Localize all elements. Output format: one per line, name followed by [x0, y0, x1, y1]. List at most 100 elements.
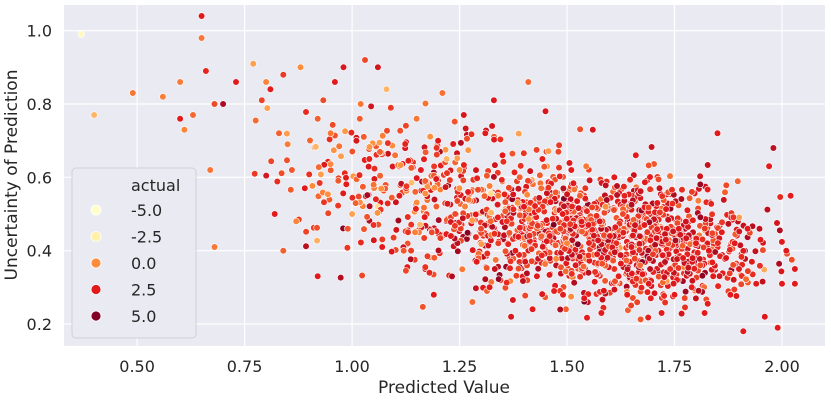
data-point — [348, 147, 356, 156]
data-point — [562, 267, 570, 276]
data-point — [546, 232, 554, 240]
data-point — [443, 155, 451, 163]
data-point — [421, 189, 429, 198]
data-point — [266, 85, 275, 93]
data-point — [532, 146, 541, 154]
data-point — [620, 183, 628, 191]
data-point — [726, 246, 734, 254]
data-point — [367, 102, 375, 110]
data-point — [704, 300, 712, 308]
data-point — [778, 280, 786, 288]
data-point — [490, 230, 499, 238]
data-point — [657, 309, 666, 317]
data-point — [568, 270, 576, 278]
data-point — [313, 224, 321, 232]
data-point — [425, 269, 434, 277]
legend-label: 0.0 — [131, 254, 156, 273]
data-point — [232, 78, 240, 86]
data-point — [585, 239, 593, 247]
data-point — [306, 136, 314, 145]
data-point — [317, 170, 325, 178]
data-point — [578, 228, 586, 236]
data-point — [524, 78, 532, 86]
data-point — [487, 217, 495, 225]
data-point — [462, 124, 470, 133]
data-point — [777, 267, 786, 276]
data-point — [507, 313, 515, 321]
data-point — [714, 282, 722, 290]
data-point — [524, 177, 532, 185]
data-point — [413, 115, 421, 123]
data-point — [569, 179, 578, 187]
data-point — [636, 261, 644, 269]
data-point — [420, 204, 428, 212]
data-point — [614, 272, 623, 280]
data-point — [704, 161, 712, 169]
data-point — [694, 249, 702, 257]
data-point — [688, 188, 696, 196]
data-point — [373, 209, 382, 217]
data-point — [443, 169, 451, 177]
data-point — [594, 236, 602, 244]
data-point — [600, 209, 609, 217]
data-point — [302, 228, 310, 236]
data-point — [324, 209, 332, 217]
data-point — [568, 202, 576, 211]
data-point — [339, 63, 348, 71]
data-point — [539, 243, 547, 251]
data-point — [652, 234, 661, 242]
data-point — [735, 227, 743, 236]
data-point — [326, 160, 335, 168]
data-point — [696, 180, 704, 188]
data-point — [496, 135, 505, 143]
data-point — [308, 182, 317, 190]
data-point — [377, 185, 385, 193]
data-point — [713, 129, 722, 137]
data-point — [782, 247, 790, 255]
data-point — [583, 314, 591, 322]
legend: actual -5.0 -2.5 0.0 2.5 5.0 — [71, 167, 197, 339]
x-tick-label: 1.75 — [657, 357, 693, 376]
data-point — [396, 127, 404, 135]
x-axis-title: Predicted Value — [378, 378, 510, 398]
data-point — [537, 184, 545, 192]
data-point — [77, 30, 85, 38]
data-point — [681, 303, 689, 312]
x-tick-label: 2.00 — [764, 357, 800, 376]
data-point — [755, 225, 764, 233]
data-point — [632, 151, 640, 159]
data-point — [273, 177, 281, 186]
data-point — [394, 216, 403, 225]
data-point — [481, 129, 489, 137]
data-point — [580, 294, 588, 302]
data-point — [472, 233, 480, 241]
data-point — [635, 246, 644, 254]
data-point — [533, 272, 541, 280]
data-point — [593, 250, 601, 258]
data-point — [335, 142, 343, 150]
data-point — [743, 225, 752, 233]
data-point — [752, 280, 760, 288]
data-point — [536, 171, 544, 179]
data-point — [629, 231, 637, 240]
data-point — [360, 133, 368, 141]
data-point — [552, 255, 560, 263]
data-point — [637, 284, 646, 292]
data-point — [684, 264, 692, 272]
data-point — [422, 148, 430, 156]
data-point — [576, 125, 584, 133]
data-point — [490, 173, 498, 181]
data-point — [660, 292, 668, 300]
data-point — [556, 225, 564, 233]
data-point — [388, 248, 396, 256]
data-point — [453, 154, 461, 162]
data-point — [627, 201, 636, 209]
x-tick-label: 0.50 — [119, 357, 155, 376]
data-point — [267, 157, 275, 165]
data-point — [583, 207, 591, 215]
data-point — [690, 265, 698, 273]
data-point — [778, 238, 786, 246]
data-point — [365, 155, 373, 163]
legend-title: actual — [131, 176, 180, 195]
data-point — [544, 184, 553, 192]
